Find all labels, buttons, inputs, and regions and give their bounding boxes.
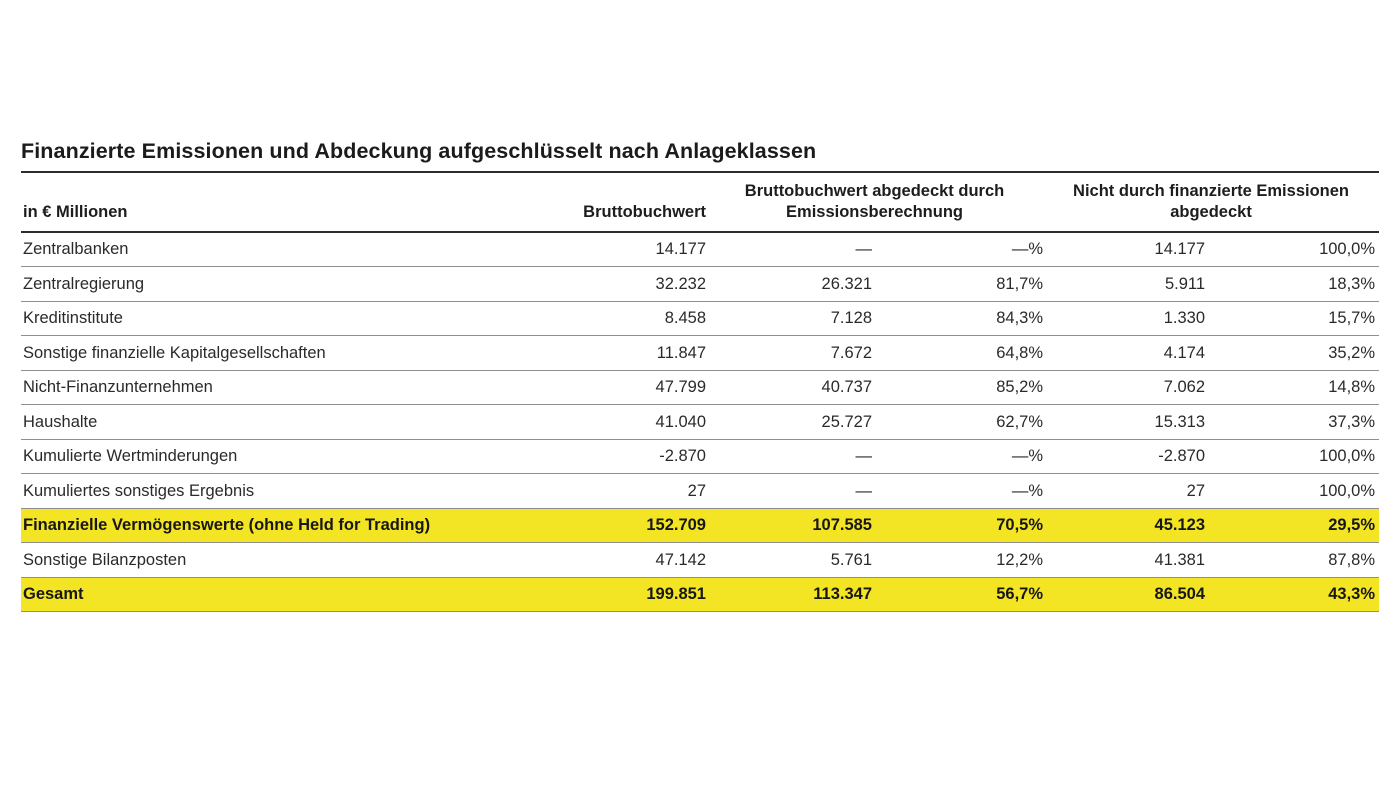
- row-label: Haushalte: [21, 404, 441, 440]
- cell-covered-percent: 70,5%: [872, 508, 1044, 544]
- cell-gross-book-value: 11.847: [441, 335, 706, 371]
- cell-not-covered-percent: 100,0%: [1205, 232, 1380, 268]
- cell-not-covered-value: 4.174: [1043, 335, 1206, 371]
- cell-covered-value: 113.347: [706, 577, 872, 613]
- cell-covered-value: 7.672: [706, 335, 872, 371]
- row-label: Finanzielle Vermögenswerte (ohne Held fo…: [21, 508, 441, 544]
- column-header-gross-book-value: Bruttobuchwert: [583, 202, 706, 221]
- cell-not-covered-percent: 15,7%: [1205, 301, 1380, 337]
- table-row: Zentralregierung 32.232 26.321 81,7% 5.911 18…: [21, 266, 1380, 302]
- cell-covered-value: —: [706, 439, 872, 475]
- cell-not-covered-percent: 18,3%: [1205, 266, 1380, 302]
- table-row: Zentralbanken 14.177— —% 14.177 100,0%: [21, 232, 1380, 268]
- row-label: Nicht-Finanzunternehmen: [21, 370, 441, 406]
- cell-covered-value: 26.321: [706, 266, 872, 302]
- row-label: Kreditinstitute: [21, 301, 441, 337]
- table-row: Kreditinstitute 8.458 7.128 84,3% 1.330 15,7%: [21, 301, 1380, 337]
- cell-covered-percent: 62,7%: [872, 404, 1044, 440]
- cell-not-covered-value: 27: [1043, 473, 1206, 509]
- emissions-table: in € Millionen Bruttobuchwert Bruttobuch…: [21, 171, 1380, 613]
- table-row: Finanzielle Vermögenswerte (ohne Held fo…: [21, 508, 1380, 544]
- cell-not-covered-value: 1.330: [1043, 301, 1206, 337]
- cell-covered-percent: —%: [872, 439, 1044, 475]
- cell-not-covered-value: 7.062: [1043, 370, 1206, 406]
- cell-covered-value: 107.585: [706, 508, 872, 544]
- cell-covered-value: —: [706, 232, 872, 268]
- cell-not-covered-value: 5.911: [1043, 266, 1206, 302]
- cell-not-covered-value: 45.123: [1043, 508, 1206, 544]
- cell-covered-value: 25.727: [706, 404, 872, 440]
- table-row: Gesamt 199.851 113.347 56,7% 86.504 43,3%: [21, 577, 1380, 613]
- cell-not-covered-value: 86.504: [1043, 577, 1206, 613]
- cell-covered-percent: 12,2%: [872, 542, 1044, 578]
- table-body: Zentralbanken 14.177— —% 14.177 100,0% Zentra…: [21, 232, 1380, 613]
- cell-not-covered-value: 41.381: [1043, 542, 1206, 578]
- row-label: Kumuliertes sonstiges Ergebnis: [21, 473, 441, 509]
- cell-not-covered-percent: 100,0%: [1205, 473, 1380, 509]
- cell-not-covered-value: 14.177: [1043, 232, 1206, 268]
- cell-not-covered-percent: 14,8%: [1205, 370, 1380, 406]
- table-row: Kumulierte Wertminderungen -2.870— —% -2.87…: [21, 439, 1380, 475]
- cell-not-covered-value: 15.313: [1043, 404, 1206, 440]
- row-label: Zentralregierung: [21, 266, 441, 302]
- cell-not-covered-percent: 100,0%: [1205, 439, 1380, 475]
- row-label: Kumulierte Wertminderungen: [21, 439, 441, 475]
- cell-covered-value: 40.737: [706, 370, 872, 406]
- cell-gross-book-value: 14.177: [441, 232, 706, 268]
- cell-not-covered-percent: 29,5%: [1205, 508, 1380, 544]
- cell-covered-percent: —%: [872, 473, 1044, 509]
- page-title: Finanzierte Emissionen und Abdeckung auf…: [21, 139, 817, 163]
- column-header-unit: in € Millionen: [23, 202, 128, 221]
- cell-covered-value: 5.761: [706, 542, 872, 578]
- cell-covered-value: 7.128: [706, 301, 872, 337]
- cell-covered-percent: 56,7%: [872, 577, 1044, 613]
- cell-gross-book-value: 47.799: [441, 370, 706, 406]
- cell-covered-percent: —%: [872, 232, 1044, 268]
- row-label: Sonstige Bilanzposten: [21, 542, 441, 578]
- row-label: Zentralbanken: [21, 232, 441, 268]
- cell-not-covered-value: -2.870: [1043, 439, 1206, 475]
- cell-not-covered-percent: 87,8%: [1205, 542, 1380, 578]
- cell-gross-book-value: 32.232: [441, 266, 706, 302]
- cell-gross-book-value: 41.040: [441, 404, 706, 440]
- cell-covered-percent: 85,2%: [872, 370, 1044, 406]
- table-row: Sonstige finanzielle Kapitalgesellschaft…: [21, 335, 1380, 371]
- cell-not-covered-percent: 43,3%: [1205, 577, 1380, 613]
- cell-gross-book-value: -2.870: [441, 439, 706, 475]
- table-row: Sonstige Bilanzposten 47.142 5.761 12,2% 41.…: [21, 542, 1380, 578]
- cell-not-covered-percent: 37,3%: [1205, 404, 1380, 440]
- report-content: Finanzierte Emissionen und Abdeckung auf…: [21, 139, 1380, 613]
- cell-gross-book-value: 27: [441, 473, 706, 509]
- cell-gross-book-value: 152.709: [441, 508, 706, 544]
- table-row: Haushalte 41.040 25.727 62,7% 15.313 37,3%: [21, 404, 1380, 440]
- row-label: Sonstige finanzielle Kapitalgesellschaft…: [21, 335, 441, 371]
- table-row: Nicht-Finanzunternehmen 47.799 40.737 85,2%…: [21, 370, 1380, 406]
- table-header: in € Millionen Bruttobuchwert Bruttobuch…: [21, 172, 1380, 233]
- cell-gross-book-value: 8.458: [441, 301, 706, 337]
- column-header-not-covered-group: Nicht durch finanzierte Emissionen abged…: [1073, 182, 1349, 221]
- table-row: Kumuliertes sonstiges Ergebnis 27— —% 27 100…: [21, 473, 1380, 509]
- cell-not-covered-percent: 35,2%: [1205, 335, 1380, 371]
- cell-covered-percent: 81,7%: [872, 266, 1044, 302]
- cell-gross-book-value: 47.142: [441, 542, 706, 578]
- column-header-covered-group: Bruttobuchwert abgedeckt durch Emissions…: [744, 182, 1005, 221]
- header-row: in € Millionen Bruttobuchwert Bruttobuch…: [21, 172, 1380, 233]
- cell-covered-value: —: [706, 473, 872, 509]
- cell-gross-book-value: 199.851: [441, 577, 706, 613]
- cell-covered-percent: 84,3%: [872, 301, 1044, 337]
- row-label: Gesamt: [21, 577, 441, 613]
- cell-covered-percent: 64,8%: [872, 335, 1044, 371]
